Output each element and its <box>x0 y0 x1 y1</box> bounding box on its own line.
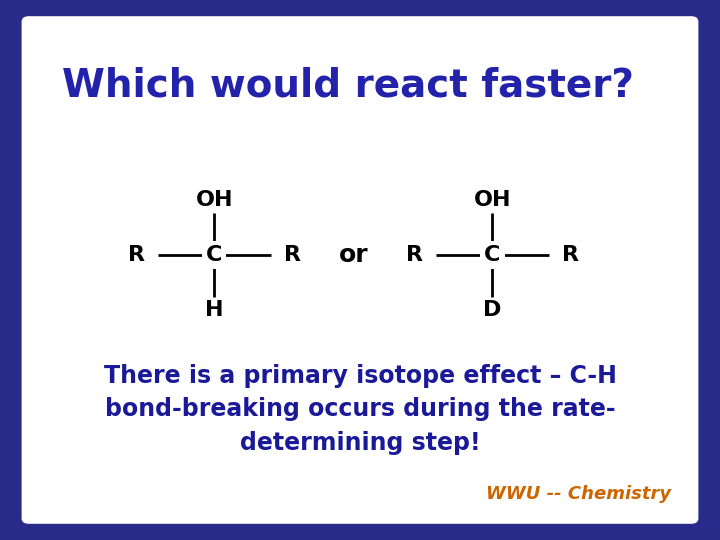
Text: There is a primary isotope effect – C-H
bond-breaking occurs during the rate-
de: There is a primary isotope effect – C-H … <box>104 363 616 455</box>
Text: R: R <box>562 245 579 265</box>
Text: Which would react faster?: Which would react faster? <box>62 66 634 104</box>
Text: WWU -- Chemistry: WWU -- Chemistry <box>486 485 671 503</box>
Text: R: R <box>406 245 423 265</box>
Text: R: R <box>284 245 301 265</box>
Text: D: D <box>483 300 502 320</box>
Text: OH: OH <box>474 191 511 211</box>
Text: H: H <box>205 300 223 320</box>
Text: OH: OH <box>196 191 233 211</box>
Text: R: R <box>127 245 145 265</box>
Text: C: C <box>485 245 500 265</box>
Text: C: C <box>206 245 222 265</box>
Text: or: or <box>338 243 368 267</box>
